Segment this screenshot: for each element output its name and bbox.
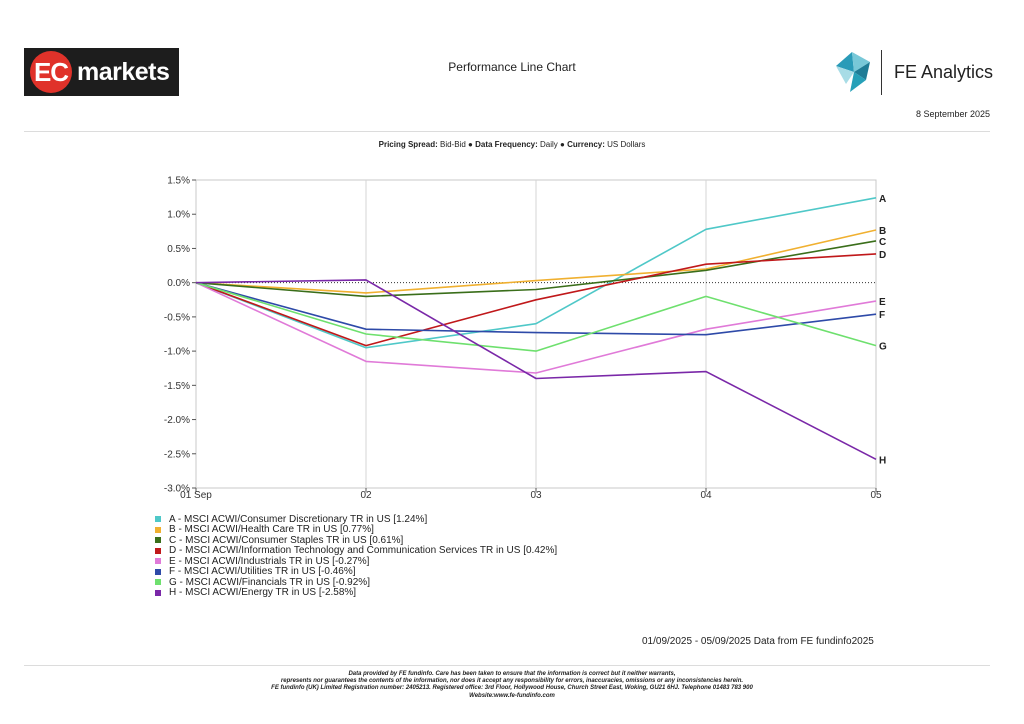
- legend-swatch: [155, 579, 161, 586]
- x-tick-label: 02: [360, 490, 372, 501]
- page-title: Performance Line Chart: [448, 60, 576, 74]
- frequency-value: Daily: [540, 140, 558, 149]
- legend-swatch: [155, 537, 161, 544]
- legend-swatch: [155, 526, 161, 533]
- y-tick-label: 0.0%: [167, 278, 190, 289]
- separator-dot: ●: [468, 140, 473, 149]
- header-divider: [24, 131, 990, 132]
- legend-label: B - MSCI ACWI/Health Care TR in US [0.77…: [169, 524, 374, 536]
- legend-label: A - MSCI ACWI/Consumer Discretionary TR …: [169, 513, 428, 525]
- legend-item: C - MSCI ACWI/Consumer Staples TR in US …: [155, 535, 557, 546]
- footer-line: Website:www.fe-fundinfo.com: [469, 692, 555, 699]
- series-line-f: [195, 281, 877, 336]
- x-tick-label: 04: [700, 490, 712, 501]
- fe-logo-text: FE Analytics: [894, 62, 994, 82]
- y-tick-label: -2.5%: [164, 449, 190, 460]
- report-date: 8 September 2025: [915, 109, 990, 119]
- y-tick-label: -3.0%: [164, 484, 190, 495]
- currency-label: Currency:: [567, 140, 605, 149]
- legend-item: E - MSCI ACWI/Industrials TR in US [-0.2…: [155, 556, 557, 567]
- y-tick-label: -1.5%: [164, 381, 190, 392]
- series-end-label: D: [879, 250, 886, 261]
- series-end-label: E: [879, 297, 886, 308]
- chart-legend: A - MSCI ACWI/Consumer Discretionary TR …: [155, 514, 557, 598]
- series-line-h: [195, 279, 877, 461]
- date-range-note: 01/09/2025 - 05/09/2025 Data from FE fun…: [642, 636, 874, 647]
- currency-value: US Dollars: [607, 140, 646, 149]
- fe-logo-icon: [836, 52, 870, 92]
- legend-label: H - MSCI ACWI/Energy TR in US [-2.58%]: [169, 587, 357, 599]
- chart-settings: Pricing Spread: Bid-Bid ● Data Frequency…: [0, 140, 1024, 149]
- y-tick-label: 1.0%: [167, 210, 190, 221]
- series-line-b: [195, 229, 877, 294]
- series-end-label: A: [879, 194, 886, 205]
- footer-line: FE fundinfo (UK) Limited Registration nu…: [271, 685, 753, 692]
- series-line-g: [195, 281, 877, 352]
- fe-analytics-logo: FE Analytics: [832, 48, 994, 96]
- footer-line: represents nor guarantees the contents o…: [280, 678, 744, 685]
- series-end-label: F: [879, 310, 885, 321]
- series-end-label: C: [879, 237, 886, 248]
- separator-dot: ●: [560, 140, 565, 149]
- legend-swatch: [155, 589, 161, 596]
- y-tick-label: -0.5%: [164, 312, 190, 323]
- series-line-d: [195, 253, 877, 347]
- x-tick-label: 01 Sep: [180, 490, 212, 501]
- series-line-e: [195, 281, 877, 374]
- x-tick-label: 03: [530, 490, 542, 501]
- footer-disclaimer: Data provided by FE fundinfo. Care has b…: [0, 671, 1024, 700]
- fe-logo-divider: [881, 50, 882, 95]
- legend-swatch: [155, 516, 161, 523]
- pricing-value: Bid-Bid: [439, 140, 466, 149]
- series-end-label: G: [879, 342, 887, 353]
- y-tick-label: 1.5%: [167, 176, 190, 187]
- legend-item: F - MSCI ACWI/Utilities TR in US [-0.46%…: [155, 566, 557, 578]
- ec-logo-mark: EC: [30, 51, 72, 93]
- footer-line: Data provided by FE fundinfo. Care has b…: [348, 671, 676, 677]
- y-tick-label: -2.0%: [164, 415, 190, 426]
- legend-item: G - MSCI ACWI/Financials TR in US [-0.92…: [155, 577, 557, 588]
- pricing-label: Pricing Spread:: [378, 140, 438, 149]
- x-tick-label: 05: [870, 490, 882, 501]
- frequency-label: Data Frequency:: [475, 140, 538, 149]
- legend-swatch: [155, 558, 161, 565]
- legend-label: D - MSCI ACWI/Information Technology and…: [169, 545, 558, 557]
- footer-divider: [24, 665, 990, 666]
- legend-label: F - MSCI ACWI/Utilities TR in US [-0.46%…: [169, 566, 356, 578]
- legend-label: C - MSCI ACWI/Consumer Staples TR in US …: [169, 534, 404, 546]
- ec-logo-text: markets: [77, 57, 170, 86]
- y-tick-label: 0.5%: [167, 244, 190, 255]
- legend-item: A - MSCI ACWI/Consumer Discretionary TR …: [155, 514, 557, 525]
- legend-item: H - MSCI ACWI/Energy TR in US [-2.58%]: [155, 587, 557, 599]
- legend-item: B - MSCI ACWI/Health Care TR in US [0.77…: [155, 524, 557, 536]
- series-end-label: B: [879, 226, 886, 237]
- series-line-a: [195, 197, 877, 349]
- legend-label: E - MSCI ACWI/Industrials TR in US [-0.2…: [169, 555, 370, 567]
- y-tick-label: -1.0%: [164, 347, 190, 358]
- series-end-label: H: [879, 455, 886, 466]
- legend-swatch: [155, 568, 161, 575]
- legend-item: D - MSCI ACWI/Information Technology and…: [155, 545, 558, 557]
- legend-label: G - MSCI ACWI/Financials TR in US [-0.92…: [169, 576, 370, 588]
- legend-swatch: [155, 547, 161, 554]
- ec-markets-logo: EC markets: [24, 48, 179, 96]
